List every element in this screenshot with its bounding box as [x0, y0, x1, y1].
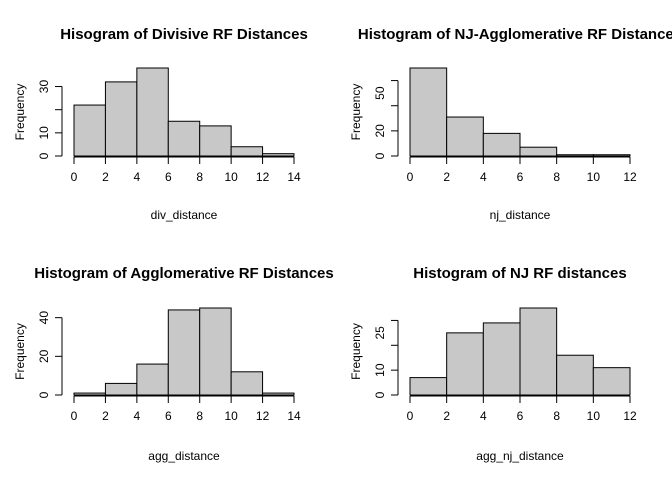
x-tick-label: 10 [587, 409, 601, 423]
chart-title: Histogram of NJ RF distances [413, 265, 626, 282]
x-tick-label: 10 [224, 170, 238, 184]
bars [409, 67, 631, 157]
panel-nj: Histogram of NJ RF distances agg_nj_dist… [349, 265, 637, 463]
y-tick-label: 20 [37, 349, 51, 363]
x-axis: 0 2 4 6 8 10 12 [407, 156, 637, 184]
panel-nj-agglomerative: Histogram of NJ-Agglomerative RF Distanc… [349, 26, 672, 222]
y-axis-label: Frequency [13, 323, 27, 380]
x-tick-label: 2 [443, 170, 450, 184]
y-axis-label: Frequency [349, 323, 363, 380]
y-tick-label: 20 [373, 124, 387, 138]
y-tick-label: 50 [373, 86, 387, 100]
y-axis: 0 10 30 [37, 80, 63, 159]
y-tick-label: 10 [37, 126, 51, 140]
y-axis-label: Frequency [349, 84, 363, 141]
y-axis-label: Frequency [13, 84, 27, 141]
x-tick-label: 12 [623, 170, 637, 184]
histogram-bar [136, 363, 169, 396]
bars [73, 67, 295, 157]
x-axis: 0 2 4 6 8 10 12 [407, 395, 637, 423]
x-tick-label: 8 [196, 409, 203, 423]
x-axis: 0 2 4 6 8 10 12 14 [71, 156, 301, 184]
y-tick-label: 10 [373, 363, 387, 377]
y-tick-label: 0 [373, 152, 387, 159]
y-tick-label: 0 [37, 152, 51, 159]
x-axis-label: nj_distance [490, 208, 551, 222]
histogram-bar [482, 322, 521, 396]
x-tick-label: 8 [553, 409, 560, 423]
x-tick-label: 0 [71, 409, 78, 423]
x-tick-label: 4 [134, 409, 141, 423]
histogram-bar [262, 392, 295, 396]
x-axis-label: agg_distance [148, 449, 220, 463]
x-tick-label: 10 [587, 170, 601, 184]
histogram-bar [592, 154, 631, 157]
panel-agglomerative: Histogram of Agglomerative RF Distances … [13, 265, 334, 463]
histogram-bar [104, 382, 138, 396]
x-tick-label: 12 [256, 170, 270, 184]
y-tick-label: 30 [37, 80, 51, 94]
x-tick-label: 2 [102, 409, 109, 423]
histogram-bar [199, 125, 232, 157]
y-tick-label: 0 [37, 391, 51, 398]
histogram-bar [136, 67, 169, 157]
y-axis: 0 10 25 [373, 319, 399, 398]
x-axis: 0 2 4 6 8 10 12 14 [71, 395, 301, 423]
x-tick-label: 0 [71, 170, 78, 184]
y-tick-label: 40 [37, 311, 51, 325]
chart-title: Hisogram of Divisive RF Distances [60, 26, 308, 43]
histogram-bar [482, 132, 521, 157]
y-axis: 0 20 40 [37, 311, 63, 398]
x-tick-label: 0 [407, 409, 414, 423]
histogram-bar [167, 120, 201, 157]
histogram-bar [519, 307, 558, 396]
histogram-bar [199, 307, 232, 396]
x-tick-label: 8 [196, 170, 203, 184]
histogram-bar [73, 392, 106, 396]
x-tick-label: 0 [407, 170, 414, 184]
bars [409, 307, 631, 396]
histogram-bar [409, 377, 448, 396]
histogram-bar [556, 154, 594, 157]
x-tick-label: 6 [517, 170, 524, 184]
x-tick-label: 12 [256, 409, 270, 423]
histogram-bar [446, 116, 484, 157]
x-tick-label: 6 [165, 170, 172, 184]
y-axis: 0 20 50 [373, 80, 399, 159]
x-tick-label: 6 [165, 409, 172, 423]
histogram-bar [519, 146, 558, 157]
x-tick-label: 8 [553, 170, 560, 184]
histogram-bar [409, 67, 448, 157]
histogram-bar [446, 332, 484, 396]
x-axis-label: agg_nj_distance [476, 449, 564, 463]
histogram-bar [262, 153, 295, 157]
x-tick-label: 12 [623, 409, 637, 423]
y-tick-label: 0 [373, 391, 387, 398]
x-tick-label: 4 [480, 170, 487, 184]
chart-title: Histogram of Agglomerative RF Distances [34, 265, 334, 282]
x-tick-label: 14 [287, 409, 301, 423]
x-tick-label: 4 [134, 170, 141, 184]
x-tick-label: 2 [102, 170, 109, 184]
histogram-bar [556, 354, 594, 396]
histogram-bar [167, 309, 201, 396]
histogram-bar [592, 367, 631, 396]
x-tick-label: 6 [517, 409, 524, 423]
chart-title: Histogram of NJ-Agglomerative RF Distanc… [358, 26, 672, 43]
x-tick-label: 14 [287, 170, 301, 184]
y-tick-label: 25 [373, 326, 387, 340]
x-tick-label: 10 [224, 409, 238, 423]
histogram-bar [73, 104, 106, 157]
bars [73, 307, 295, 396]
x-tick-label: 2 [443, 409, 450, 423]
panel-divisive: Hisogram of Divisive RF Distances div_di… [13, 26, 308, 222]
x-axis-label: div_distance [151, 208, 218, 222]
x-tick-label: 4 [480, 409, 487, 423]
histogram-bar [104, 81, 138, 157]
histogram-bar [230, 146, 264, 157]
histogram-bar [230, 371, 264, 396]
